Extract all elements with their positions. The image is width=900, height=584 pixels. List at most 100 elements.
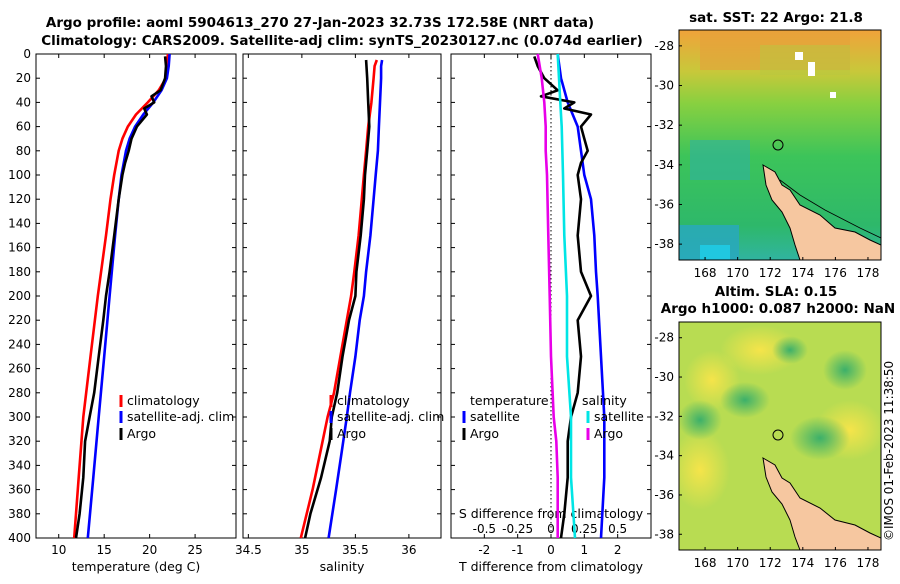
x-axis-label: T difference from climatology: [458, 559, 644, 574]
argo-location-marker: [772, 429, 784, 441]
map-x-tick-label: 174: [791, 266, 814, 280]
sla-map-title2: Argo h1000: 0.087 h2000: NaN: [661, 301, 895, 317]
difference-panel: -2 -1 0 1 2 T difference from climatology S di…: [450, 53, 652, 574]
y-tick-label: 100: [8, 168, 31, 182]
new-zealand-land: [762, 164, 881, 260]
series-argo: [303, 59, 371, 539]
map-y-tick-label: -36: [654, 488, 674, 502]
y-tick-label: 280: [8, 386, 31, 400]
map-y-tick-label: -34: [654, 449, 674, 463]
x-tick-label: 36: [401, 543, 416, 557]
map-y-tick-label: -30: [654, 79, 674, 93]
temperature-legend: climatology satellite-adj. clim Argo: [119, 393, 234, 441]
legend-satellite-adj: satellite-adj. clim: [337, 409, 444, 424]
y-tick-label: 360: [8, 483, 31, 497]
y-tick-label: 60: [16, 120, 31, 134]
map-y-tick-label: -36: [654, 197, 674, 211]
map-x-tick-label: 172: [759, 266, 782, 280]
x-tick-label: 35.5: [342, 543, 369, 557]
y-tick-label: 140: [8, 216, 31, 230]
map-y-tick-label: -28: [654, 39, 674, 53]
x-tick-label: 25: [187, 543, 202, 557]
x-axis-label: temperature (deg C): [72, 559, 201, 574]
header-line1: Argo profile: aoml 5904613_270 27-Jan-20…: [46, 15, 594, 31]
x-tick-label: 2: [614, 543, 622, 557]
y-tick-label: 160: [8, 241, 31, 255]
map-y-tick-label: -32: [654, 409, 674, 423]
sla-map-frame: [678, 321, 882, 551]
map-x-tick-label: 168: [694, 266, 717, 280]
x-axis-label: salinity: [320, 559, 365, 574]
new-zealand-land: [762, 457, 881, 550]
map-x-tick-label: 176: [824, 266, 847, 280]
y-tick-label: 20: [16, 71, 31, 85]
map-y-tick-label: -38: [654, 527, 674, 541]
argo-location-marker: [772, 139, 784, 151]
y-tick-label: 40: [16, 95, 31, 109]
salinity-panel: 34.5 35 35.5 36 salinity: [235, 53, 442, 574]
top-x-tick-label: -0.5: [473, 522, 496, 536]
y-tick-label: 320: [8, 434, 31, 448]
legend-title-temperature: temperature: [470, 393, 549, 408]
map-y-tick-label: -34: [654, 158, 674, 172]
legend-climatology: climatology: [127, 393, 200, 408]
top-x-axis-label: S difference from climatology: [459, 506, 644, 521]
y-tick-label: 0: [23, 47, 31, 61]
map-x-tick-label: 170: [726, 266, 749, 280]
y-tick-label: 220: [8, 313, 31, 327]
map-x-tick-label: 176: [824, 556, 847, 570]
legend-title-salinity: salinity: [582, 393, 627, 408]
series-climatology: [72, 54, 170, 539]
y-tick-label: 120: [8, 192, 31, 206]
x-tick-label: 10: [51, 543, 66, 557]
legend-temp-argo: Argo: [470, 426, 499, 441]
x-tick-label: 0: [547, 543, 555, 557]
sst-map-frame: [678, 29, 882, 261]
x-tick-label: 15: [97, 543, 112, 557]
x-tick-label: 20: [142, 543, 157, 557]
series-argo: [74, 56, 168, 539]
imos-credit: ©IMOS 01-Feb-2023 11:38:50: [882, 361, 896, 541]
axes-frame: [242, 53, 442, 539]
x-tick-label: 35: [294, 543, 309, 557]
map-y-tick-label: -32: [654, 118, 674, 132]
series-satellite-adj-clim: [327, 59, 384, 539]
y-tick-label: 400: [8, 531, 31, 545]
legend-argo: Argo: [127, 426, 156, 441]
map-x-tick-label: 174: [791, 556, 814, 570]
map-x-tick-label: 168: [694, 556, 717, 570]
salinity-legend: climatology satellite-adj. clim Argo: [329, 393, 444, 441]
map-y-tick-label: -30: [654, 370, 674, 384]
map-y-tick-label: -38: [654, 237, 674, 251]
legend-climatology: climatology: [337, 393, 410, 408]
y-tick-label: 240: [8, 337, 31, 351]
sla-map-title1: Altim. SLA: 0.15: [715, 284, 837, 300]
legend-sal-satellite: satellite: [594, 409, 644, 424]
series-salinity-argo: [536, 53, 560, 538]
series-salinity-satellite: [556, 53, 577, 539]
sst-map-ticks: 168 170 172 174 176 178 -28 -30 -32 -34 -36 -38: [654, 39, 879, 280]
y-tick-label: 260: [8, 362, 31, 376]
x-tick-label: 34.5: [235, 543, 262, 557]
y-tick-label: 340: [8, 458, 31, 472]
x-tick-label: -2: [478, 543, 490, 557]
map-y-tick-label: -28: [654, 331, 674, 345]
legend-satellite-adj: satellite-adj. clim: [127, 409, 234, 424]
legend-argo: Argo: [337, 426, 366, 441]
y-tick-label: 80: [16, 144, 31, 158]
series-climatology: [299, 59, 379, 539]
top-x-tick-label: 0: [547, 522, 555, 536]
difference-legend: temperature salinity satellite Argo sate…: [462, 393, 644, 441]
top-x-tick-label: -0.25: [502, 522, 533, 536]
x-tick-label: -1: [512, 543, 524, 557]
map-x-tick-label: 178: [857, 556, 880, 570]
map-x-tick-label: 178: [857, 266, 880, 280]
y-tick-label: 180: [8, 265, 31, 279]
temperature-panel: 0 20 40 60 80 100 120 140 160 180 200 220 240 260 280 3…: [8, 47, 237, 574]
legend-temp-satellite: satellite: [470, 409, 520, 424]
top-x-tick-label: 0.5: [608, 522, 627, 536]
map-x-tick-label: 172: [759, 556, 782, 570]
y-tick-label: 380: [8, 507, 31, 521]
y-tick-label: 200: [8, 289, 31, 303]
sla-map-panel: Altim. SLA: 0.15 Argo h1000: 0.087 h2000…: [654, 284, 895, 570]
